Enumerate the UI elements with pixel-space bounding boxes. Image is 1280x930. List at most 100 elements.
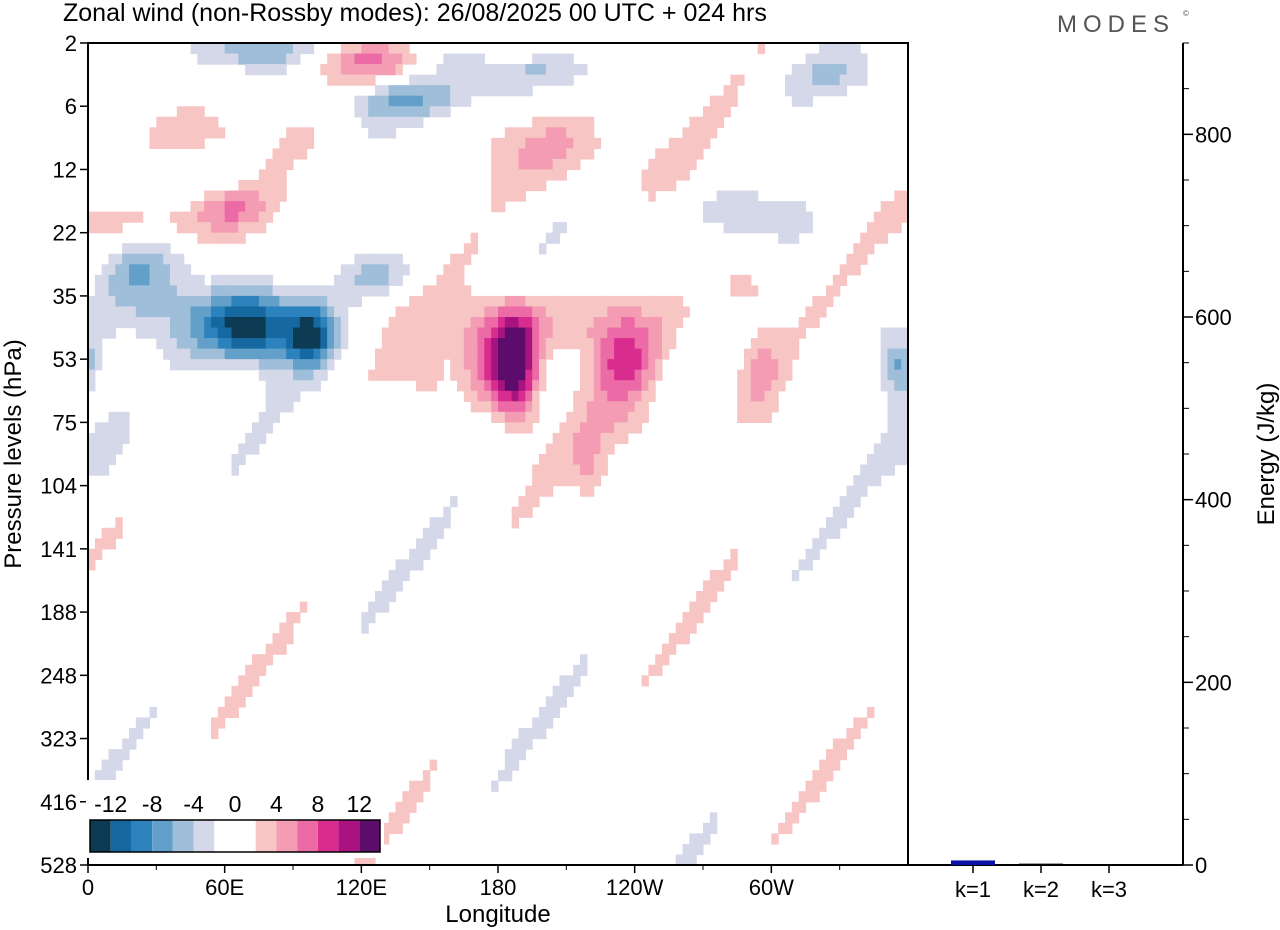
heatmap-cell	[819, 85, 827, 97]
heatmap-cell	[819, 74, 827, 86]
heatmap-cell	[94, 295, 103, 308]
heatmap-cell	[498, 158, 506, 171]
heatmap-cell	[511, 64, 520, 76]
heatmap-cell	[832, 53, 841, 65]
heatmap-cell	[245, 201, 253, 213]
heatmap-cell	[388, 85, 397, 97]
heatmap-cell	[532, 401, 540, 413]
heatmap-cell	[381, 359, 390, 371]
heatmap-cell	[88, 295, 96, 308]
heatmap-cell	[491, 158, 499, 171]
heatmap-cell	[265, 158, 274, 171]
heatmap-cell	[176, 253, 185, 265]
heatmap-cell	[272, 64, 280, 76]
heatmap-cell	[812, 74, 820, 86]
heatmap-cell	[224, 232, 233, 244]
heatmap-cell	[798, 64, 807, 76]
heatmap-cell	[293, 317, 301, 329]
heatmap-cell	[607, 327, 615, 339]
heatmap-cell	[696, 612, 704, 624]
heatmap-cell	[552, 706, 561, 719]
heatmap-cell	[238, 295, 246, 308]
y-tick-label: 141	[40, 537, 77, 562]
heatmap-cell	[580, 116, 588, 128]
heatmap-cell	[887, 401, 895, 413]
heatmap-cell	[375, 253, 383, 265]
heatmap-cell	[313, 327, 321, 339]
heatmap-cell	[511, 127, 520, 139]
heatmap-cell	[286, 148, 294, 160]
heatmap-cell	[559, 53, 567, 65]
heatmap-cell	[340, 285, 349, 297]
heatmap-cell	[675, 317, 684, 329]
heatmap-cell	[388, 822, 397, 834]
heatmap-cell	[252, 443, 260, 455]
heatmap-cell	[463, 64, 472, 76]
heatmap-cell	[211, 116, 219, 128]
heatmap-cell	[327, 74, 335, 86]
heatmap-cell	[566, 137, 574, 149]
heatmap-cell	[750, 401, 759, 413]
heatmap-cell	[607, 422, 615, 434]
heatmap-cell	[361, 285, 369, 297]
heatmap-cell	[340, 306, 349, 318]
heatmap-cell	[422, 295, 431, 308]
heatmap-cell	[662, 338, 670, 350]
heatmap-cell	[641, 359, 649, 371]
heatmap-cell	[887, 464, 895, 476]
heatmap-cell	[573, 306, 581, 318]
heatmap-cell	[566, 127, 574, 139]
heatmap-cell	[375, 116, 383, 128]
heatmap-cell	[115, 527, 123, 539]
heatmap-cell	[224, 43, 233, 55]
heatmap-cell	[504, 401, 513, 413]
heatmap-cell	[586, 359, 595, 371]
heatmap-cell	[395, 369, 403, 381]
heatmap-cell	[258, 43, 267, 55]
heatmap-cell	[183, 274, 192, 286]
heatmap-cell	[340, 264, 349, 276]
heatmap-cell	[88, 306, 96, 318]
heatmap-cell	[668, 158, 677, 171]
heatmap-cell	[586, 327, 595, 339]
heatmap-cell	[614, 380, 622, 392]
y-tick-label: 12	[53, 157, 77, 182]
heatmap-cell	[607, 348, 615, 360]
heatmap-cell	[641, 348, 649, 360]
heatmap-cell	[272, 411, 280, 423]
heatmap-cell	[327, 306, 335, 318]
heatmap-cell	[580, 432, 588, 445]
heatmap-cell	[115, 285, 123, 297]
heatmap-cell	[272, 190, 280, 202]
heatmap-cell	[436, 274, 444, 286]
heatmap-cell	[648, 664, 656, 676]
heatmap-cell	[245, 675, 253, 687]
heatmap-cell	[491, 190, 499, 202]
heatmap-cell	[258, 295, 267, 308]
heatmap-cell	[723, 211, 731, 223]
heatmap-cell	[586, 295, 595, 308]
heatmap-cell	[88, 559, 96, 571]
heatmap-cell	[552, 127, 561, 139]
heatmap-cell	[785, 232, 793, 244]
heatmap-cell	[450, 306, 458, 318]
heatmap-cell	[395, 95, 403, 107]
heatmap-cell	[504, 327, 513, 339]
heatmap-cell	[853, 43, 861, 55]
heatmap-cell	[224, 338, 233, 350]
heatmap-cell	[791, 64, 800, 76]
heatmap-cell	[798, 317, 807, 329]
heatmap-cell	[703, 580, 711, 592]
heatmap-cell	[368, 64, 376, 76]
heatmap-cell	[580, 148, 588, 160]
heatmap-cell	[470, 295, 479, 308]
heatmap-cell	[559, 454, 567, 466]
heatmap-cell	[750, 222, 759, 234]
heatmap-cell	[511, 738, 520, 750]
heatmap-cell	[272, 180, 280, 192]
heatmap-cell	[211, 211, 219, 223]
heatmap-cell	[532, 728, 540, 740]
heatmap-cell	[504, 338, 513, 350]
heatmap-cell	[491, 201, 499, 213]
heatmap-cell	[764, 380, 772, 392]
